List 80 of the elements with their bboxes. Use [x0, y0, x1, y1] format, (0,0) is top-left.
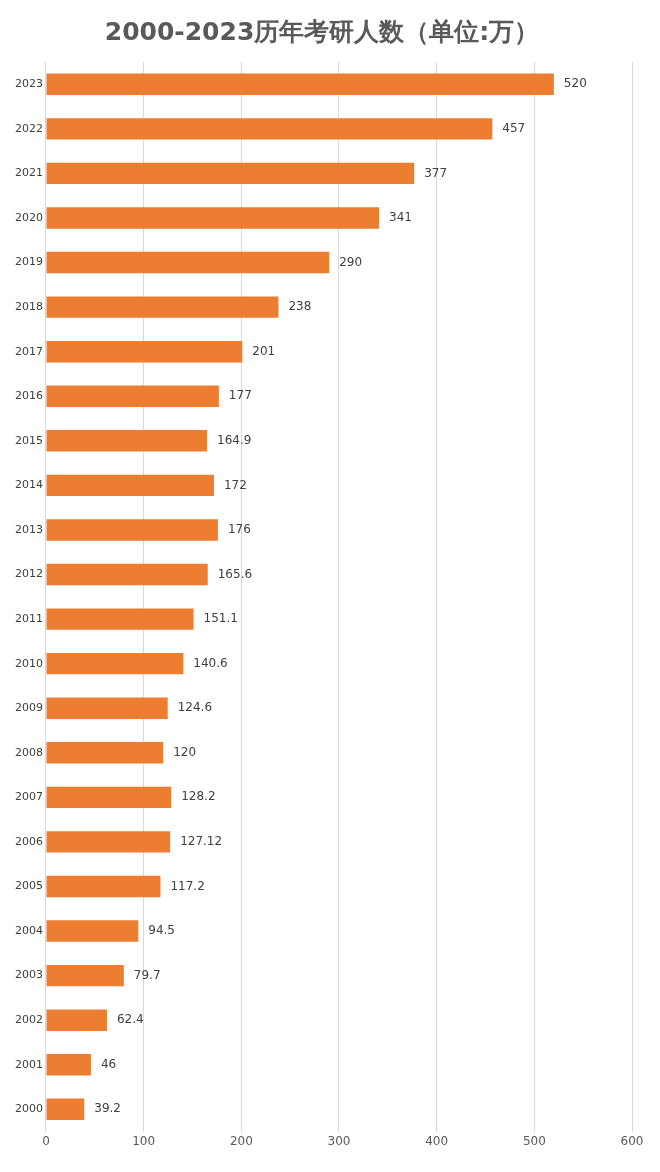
bar: [46, 251, 330, 274]
y-tick-label: 2019: [14, 255, 43, 269]
y-tick-label: 2001: [14, 1057, 43, 1071]
data-label: 117.2: [170, 878, 205, 893]
data-label: 120: [173, 744, 197, 759]
y-tick-label: 2009: [14, 701, 43, 715]
y-tick-label: 2008: [14, 745, 43, 759]
bar: [46, 340, 243, 363]
x-tick-label: 300: [327, 1133, 351, 1148]
data-label: 201: [252, 343, 276, 358]
bar: [46, 1009, 107, 1031]
bar: [46, 786, 172, 809]
data-label: 127.12: [180, 834, 223, 849]
data-label: 165.6: [217, 566, 253, 581]
data-label: 377: [424, 165, 448, 180]
bar: [46, 73, 554, 95]
bar: [46, 652, 184, 675]
y-tick-label: 2020: [14, 210, 43, 224]
bar: [46, 519, 218, 541]
bar: [46, 608, 194, 630]
y-tick-label: 2014: [14, 478, 43, 492]
data-label: 62.4: [116, 1012, 144, 1027]
bar: [46, 385, 219, 407]
data-label: 341: [389, 210, 412, 225]
bar: [46, 920, 139, 942]
data-label: 79.7: [133, 967, 161, 982]
x-tick-label: 100: [132, 1133, 156, 1148]
y-tick-label: 2017: [14, 344, 43, 358]
y-tick-label: 2023: [14, 77, 43, 91]
y-tick-label: 2022: [14, 121, 43, 135]
bar: [46, 118, 493, 140]
chart-title: 2000-2023历年考研人数（单位:万）: [104, 16, 540, 46]
bar: [46, 964, 124, 987]
bar: [46, 831, 171, 853]
data-label: 124.6: [177, 700, 213, 715]
data-label: 172: [223, 477, 247, 492]
y-tick-label: 2006: [14, 834, 43, 848]
x-tick-label: 500: [522, 1133, 546, 1148]
x-tick-label: 400: [425, 1133, 449, 1148]
bar: [46, 1054, 91, 1076]
data-label: 151.1: [203, 611, 238, 626]
y-tick-label: 2011: [14, 611, 43, 625]
y-tick-label: 2004: [14, 923, 43, 937]
y-tick-label: 2003: [14, 968, 43, 982]
y-tick-label: 2018: [14, 299, 43, 313]
data-label: 238: [288, 299, 312, 314]
data-label: 39.2: [94, 1101, 121, 1116]
bar: [46, 207, 380, 229]
data-label: 290: [339, 254, 363, 269]
data-label: 164.9: [217, 432, 252, 447]
bar: [46, 742, 164, 764]
y-tick-label: 2002: [14, 1013, 43, 1027]
data-label: 457: [502, 120, 526, 135]
bar: [46, 430, 208, 452]
bar: [46, 563, 208, 586]
y-tick-label: 2010: [14, 656, 43, 670]
bar: [46, 162, 415, 185]
data-label: 128.2: [181, 789, 216, 804]
y-tick-label: 2013: [14, 522, 43, 536]
data-label: 140.6: [193, 655, 228, 670]
bar: [46, 1098, 85, 1121]
y-tick-label: 2007: [14, 790, 43, 804]
bar: [46, 697, 168, 719]
bar: [46, 875, 161, 898]
x-tick-label: 0: [42, 1133, 50, 1148]
data-label: 520: [563, 76, 587, 91]
y-tick-label: 2012: [14, 567, 43, 581]
bar: [46, 474, 214, 497]
y-tick-label: 2021: [14, 166, 43, 180]
x-tick-label: 200: [229, 1133, 253, 1148]
bar: [46, 296, 279, 318]
y-tick-label: 2016: [14, 389, 43, 403]
x-tick-label: 600: [620, 1133, 644, 1148]
y-tick-label: 2005: [14, 879, 43, 893]
y-tick-label: 2000: [14, 1102, 43, 1116]
data-label: 46: [100, 1056, 117, 1071]
data-label: 177: [228, 388, 252, 403]
data-label: 176: [227, 522, 251, 537]
y-tick-label: 2015: [14, 433, 43, 447]
data-label: 94.5: [148, 923, 176, 938]
